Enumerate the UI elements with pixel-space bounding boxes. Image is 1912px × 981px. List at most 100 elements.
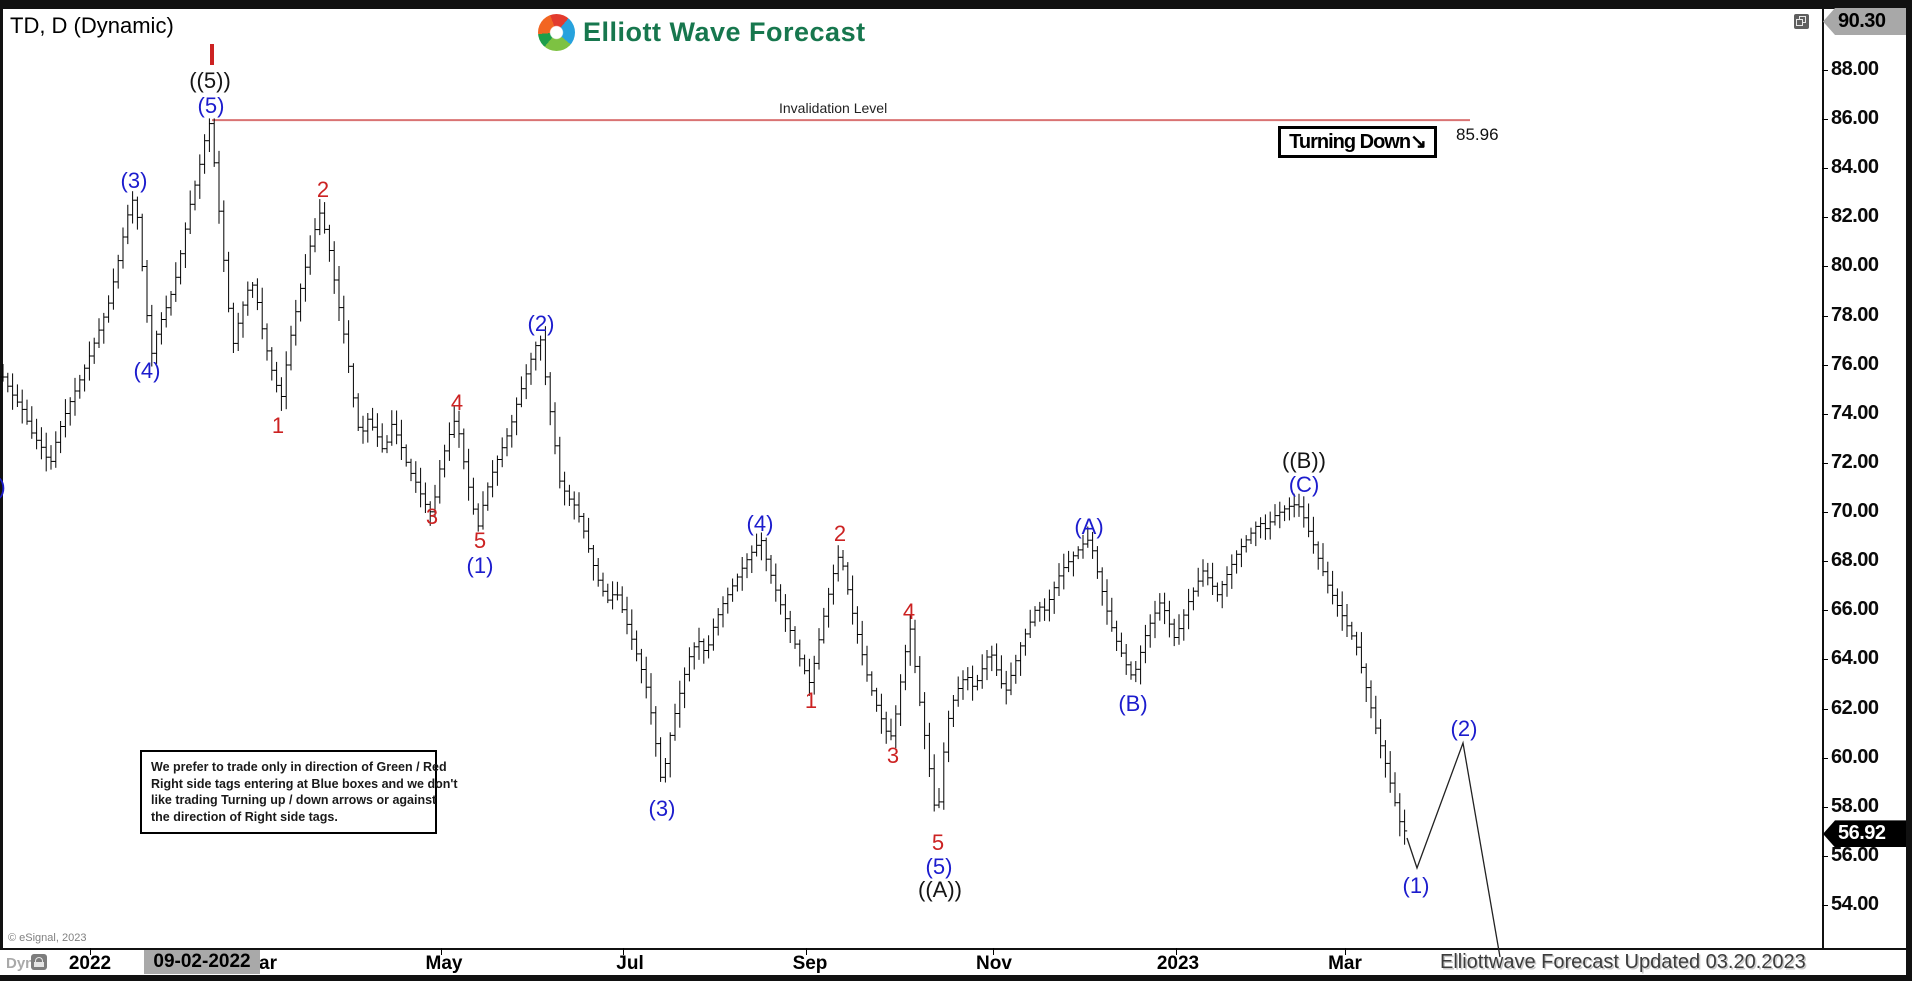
wave-label: (4) xyxy=(133,358,161,383)
wave-label: (1) xyxy=(466,553,494,578)
price-tick-label: 64.00 xyxy=(1831,647,1879,670)
price-tick-mark xyxy=(1822,610,1828,612)
wave-label: 4 xyxy=(902,599,916,624)
price-tick-label: 58.00 xyxy=(1831,794,1879,817)
wave-label: (2) xyxy=(1450,716,1478,741)
turning-down-box[interactable]: Turning Down↘ xyxy=(1278,126,1437,158)
price-tick-label: 88.00 xyxy=(1831,58,1879,80)
wave-label: (C) xyxy=(1288,472,1320,497)
price-tick-label: 62.00 xyxy=(1831,696,1879,719)
date-tick-label: Mar xyxy=(1328,953,1362,974)
note-line: We prefer to trade only in direction of … xyxy=(151,760,447,774)
price-tick-label: 72.00 xyxy=(1831,450,1879,473)
price-tick-mark xyxy=(1822,413,1828,415)
price-tick-mark xyxy=(1822,364,1828,366)
price-tick-label: 70.00 xyxy=(1831,500,1879,523)
date-tick-mark xyxy=(1345,948,1346,955)
wave-label: (3) xyxy=(648,796,676,821)
right-black-border xyxy=(1906,0,1912,981)
price-tick-mark xyxy=(1822,806,1828,808)
date-tick-label: Nov xyxy=(976,953,1012,974)
note-line: Right side tags entering at Blue boxes a… xyxy=(151,776,458,791)
price-tick-label: 78.00 xyxy=(1831,303,1879,326)
date-tick-label: 2022 xyxy=(68,953,112,974)
date-tick-label: 2023 xyxy=(1156,953,1200,974)
price-tick-mark xyxy=(1822,266,1828,268)
turning-down-label: Turning Down xyxy=(1289,131,1411,153)
wave-label: (2) xyxy=(527,311,555,336)
price-tick-mark xyxy=(1822,119,1828,121)
price-tick-label: 82.00 xyxy=(1831,205,1879,228)
price-tick-mark xyxy=(1822,512,1828,514)
brand-logo-text: Elliott Wave Forecast xyxy=(583,17,866,47)
date-tick-label: ar xyxy=(259,953,277,974)
price-axis-separator xyxy=(1822,9,1824,948)
price-tick-label: 80.00 xyxy=(1831,254,1879,277)
brand-swirl-icon xyxy=(538,14,575,51)
wave-label: (1) xyxy=(1402,873,1430,898)
price-tick-mark xyxy=(1822,659,1828,661)
price-tick-mark xyxy=(1822,855,1828,857)
note-line: the direction of Right side tags. xyxy=(151,809,338,824)
price-tick-mark xyxy=(1822,561,1828,563)
wave-label: (B) xyxy=(1118,691,1148,716)
lock-icon[interactable] xyxy=(31,954,47,970)
invalidation-level-label: Invalidation Level xyxy=(779,100,888,116)
restore-front-square xyxy=(1796,19,1803,26)
date-tick-mark xyxy=(993,948,994,955)
wave-label: 1 xyxy=(271,413,285,438)
wave-label: (4) xyxy=(746,511,774,536)
price-tick-label: 76.00 xyxy=(1831,352,1879,375)
dyn-label: Dyn xyxy=(6,955,35,972)
current-price-tag: 56.92 xyxy=(1823,820,1912,848)
wave-label: ((A)) xyxy=(918,877,962,902)
price-tick-mark xyxy=(1822,905,1828,907)
selected-date-tag[interactable]: 09-02-2022 xyxy=(144,950,260,974)
wave-label: ((B)) xyxy=(1282,448,1326,473)
price-tick-label: 86.00 xyxy=(1831,107,1879,130)
wave-label: (5) xyxy=(197,93,225,118)
price-bars xyxy=(0,118,1408,845)
esignal-copyright: © eSignal, 2023 xyxy=(8,932,87,944)
plot-left-border xyxy=(0,9,3,948)
wave-label: 2 xyxy=(833,521,847,546)
price-tick-label: 84.00 xyxy=(1831,156,1879,179)
turning-down-arrow-icon: ↘ xyxy=(1410,131,1427,153)
price-tick-label: 68.00 xyxy=(1831,549,1879,572)
price-tick-mark xyxy=(1822,462,1828,464)
date-tick-label: Sep xyxy=(792,953,828,974)
top-red-tick xyxy=(210,44,214,65)
axis-high-tag: 90.30 xyxy=(1823,8,1912,35)
price-tick-mark xyxy=(1822,168,1828,170)
price-tick-mark xyxy=(1822,315,1828,317)
price-tick-label: 74.00 xyxy=(1831,401,1879,424)
wave-label: (5) xyxy=(925,854,953,879)
wave-label: 4 xyxy=(450,390,464,415)
price-tick-label: 54.00 xyxy=(1831,893,1879,916)
chart-title: TD, D (Dynamic) xyxy=(10,13,174,38)
wave-label: ) xyxy=(0,474,6,500)
note-line: like trading Turning up / down arrows or… xyxy=(151,793,437,807)
price-tick-label: 56.00 xyxy=(1831,843,1879,866)
wave-label: 3 xyxy=(886,743,900,768)
restore-window-icon[interactable] xyxy=(1794,14,1809,29)
wave-label: (3) xyxy=(120,168,148,193)
trading-note-box: We prefer to trade only in direction of … xyxy=(140,750,458,834)
price-tick-label: 66.00 xyxy=(1831,598,1879,621)
wave-label: 3 xyxy=(425,504,439,529)
wave-label: ((5)) xyxy=(189,68,231,93)
invalidation-price-label: 85.96 xyxy=(1456,125,1499,144)
wave-label: 5 xyxy=(931,830,945,855)
date-tick-mark xyxy=(1176,948,1177,955)
date-tick-mark xyxy=(806,948,807,955)
date-tick-mark xyxy=(441,948,442,955)
price-tick-label: 60.00 xyxy=(1831,745,1879,768)
date-tick-label: Jul xyxy=(616,953,644,974)
brand-logo: Elliott Wave Forecast xyxy=(538,14,866,51)
price-tick-mark xyxy=(1822,757,1828,759)
date-tick-label: May xyxy=(425,953,463,974)
bottom-black-bar xyxy=(0,975,1912,981)
date-tick-mark xyxy=(623,948,624,955)
price-tick-mark xyxy=(1822,217,1828,219)
wave-label: (A) xyxy=(1074,514,1104,539)
